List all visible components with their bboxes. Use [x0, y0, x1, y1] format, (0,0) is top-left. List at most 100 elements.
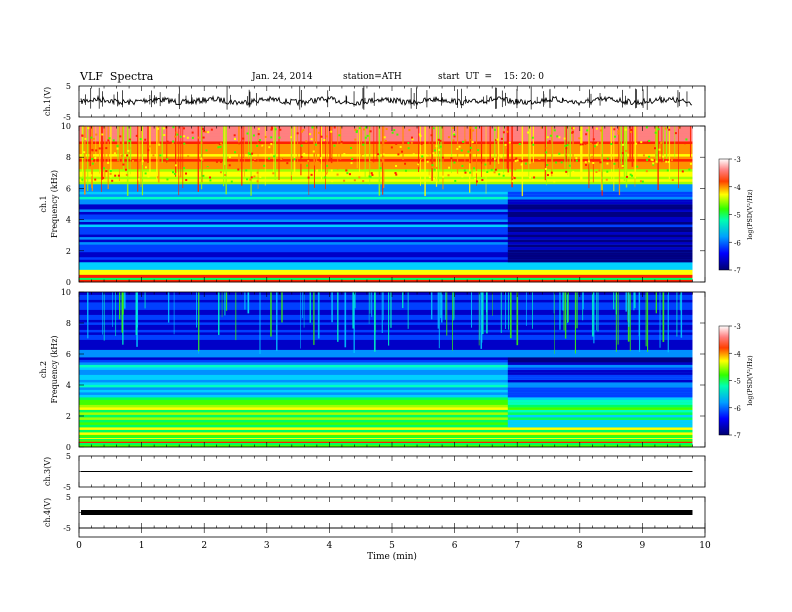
spectrogram-band [79, 369, 693, 373]
ch1-spectrogram-panel: 0 2 4 6 8 10 ch.1 Frequency (kHz) [39, 122, 706, 287]
spectral-speckle [538, 157, 541, 160]
spectrogram-band [79, 193, 693, 197]
spectral-speckle [591, 155, 594, 158]
spectral-speckle [545, 147, 548, 150]
spectral-speckle [668, 128, 671, 131]
spectral-speckle [144, 172, 147, 175]
spectrogram-band-late [507, 422, 693, 425]
spectrogram-band [79, 357, 693, 360]
spectral-speckle [204, 130, 207, 133]
spectral-speckle [577, 159, 580, 162]
ytick-label: 4 [66, 381, 71, 390]
spectrogram-band [79, 362, 693, 365]
spectral-speckle [384, 139, 387, 142]
spectral-speckle [369, 130, 372, 133]
spectral-speckle [516, 159, 519, 162]
spectral-speckle [486, 171, 489, 174]
ytick-label: 8 [66, 153, 71, 162]
spectral-speckle [128, 147, 131, 150]
spectral-speckle [310, 138, 313, 141]
spectrogram-band [79, 324, 693, 328]
spectral-speckle [377, 153, 380, 156]
spectrogram-band-late [507, 377, 693, 380]
spectral-speckle [542, 173, 545, 176]
spectral-speckle [475, 180, 478, 183]
colorbar-tick-label: -5 [734, 212, 741, 220]
spectral-speckle [575, 159, 578, 162]
spectrogram-nodata [692, 126, 705, 282]
spectrogram-band-late [507, 387, 693, 390]
ytick-label: -5 [63, 483, 71, 492]
spectral-speckle [630, 128, 633, 131]
spectral-speckle [116, 147, 119, 150]
spectral-speckle [318, 131, 321, 134]
spectral-speckle [262, 145, 265, 148]
spectral-speckle [259, 175, 262, 178]
spectrogram-band [79, 191, 693, 195]
spectral-speckle [453, 161, 456, 164]
spectral-speckle [362, 143, 365, 146]
spectrogram-band-late [507, 209, 693, 212]
spectral-speckle [493, 171, 496, 174]
spectral-speckle [348, 173, 351, 176]
spectral-speckle [417, 163, 420, 166]
spectral-speckle [238, 142, 241, 145]
spectral-speckle [257, 133, 260, 136]
spectrogram-band-late [507, 397, 693, 400]
ch1-colorbar: -3 -4 -5 -6 -7 log(PSD(V²/Hz) [718, 156, 754, 275]
spectrogram-band-late [507, 424, 693, 428]
spectrogram-band [79, 163, 693, 167]
spectrogram-band-late [507, 417, 693, 420]
spectral-speckle [246, 132, 249, 135]
spectral-speckle [584, 142, 587, 145]
spectrogram-band [79, 439, 693, 443]
ytick-label: 5 [66, 493, 71, 502]
spectrogram-band-late [507, 357, 693, 360]
spectral-speckle [126, 154, 129, 157]
spectral-speckle [228, 156, 231, 159]
spectral-speckle [394, 171, 397, 174]
spectral-speckle [107, 161, 110, 164]
station-label: station=ATH [343, 72, 402, 82]
spectral-speckle [646, 159, 649, 162]
spectral-speckle [514, 168, 517, 171]
spectrogram-band [79, 133, 693, 137]
spectral-speckle [159, 154, 162, 157]
spectral-speckle [295, 174, 298, 177]
spectral-speckle [354, 128, 357, 131]
spectral-speckle [412, 153, 415, 156]
spectral-speckle [621, 143, 624, 146]
spectral-speckle [456, 173, 459, 176]
spectral-speckle [331, 180, 334, 183]
spectral-speckle [163, 127, 166, 130]
spectrogram-band [79, 188, 693, 192]
spectral-speckle [336, 173, 339, 176]
spectral-speckle [237, 168, 240, 171]
spectral-speckle [220, 160, 223, 163]
colorbar-tick-label: -4 [734, 184, 741, 192]
ytick-label: 8 [66, 319, 71, 328]
spectral-speckle [495, 139, 498, 142]
spectrogram-band [79, 434, 693, 438]
spectral-speckle [379, 167, 382, 170]
spectral-speckle [316, 160, 319, 163]
spectral-speckle [598, 147, 601, 150]
spectral-speckle [667, 160, 670, 163]
date-label: Jan. 24, 2014 [252, 72, 313, 82]
spectral-speckle [368, 175, 371, 178]
spectrogram-band [79, 382, 693, 385]
spectral-speckle [621, 164, 624, 167]
spectral-speckle [627, 153, 630, 156]
spectral-speckle [117, 174, 120, 177]
spectrogram-band-late [507, 404, 693, 408]
spectral-speckle [166, 140, 169, 143]
spectrogram-band [79, 158, 693, 162]
spectral-speckle [665, 160, 668, 163]
spectral-speckle [410, 136, 413, 139]
spectrogram-band [79, 342, 693, 345]
spectral-speckle [555, 161, 558, 164]
spectrogram-band-late [507, 201, 693, 205]
spectral-speckle [175, 164, 178, 167]
spectral-speckle [674, 132, 677, 135]
spectrogram-band [79, 349, 693, 353]
